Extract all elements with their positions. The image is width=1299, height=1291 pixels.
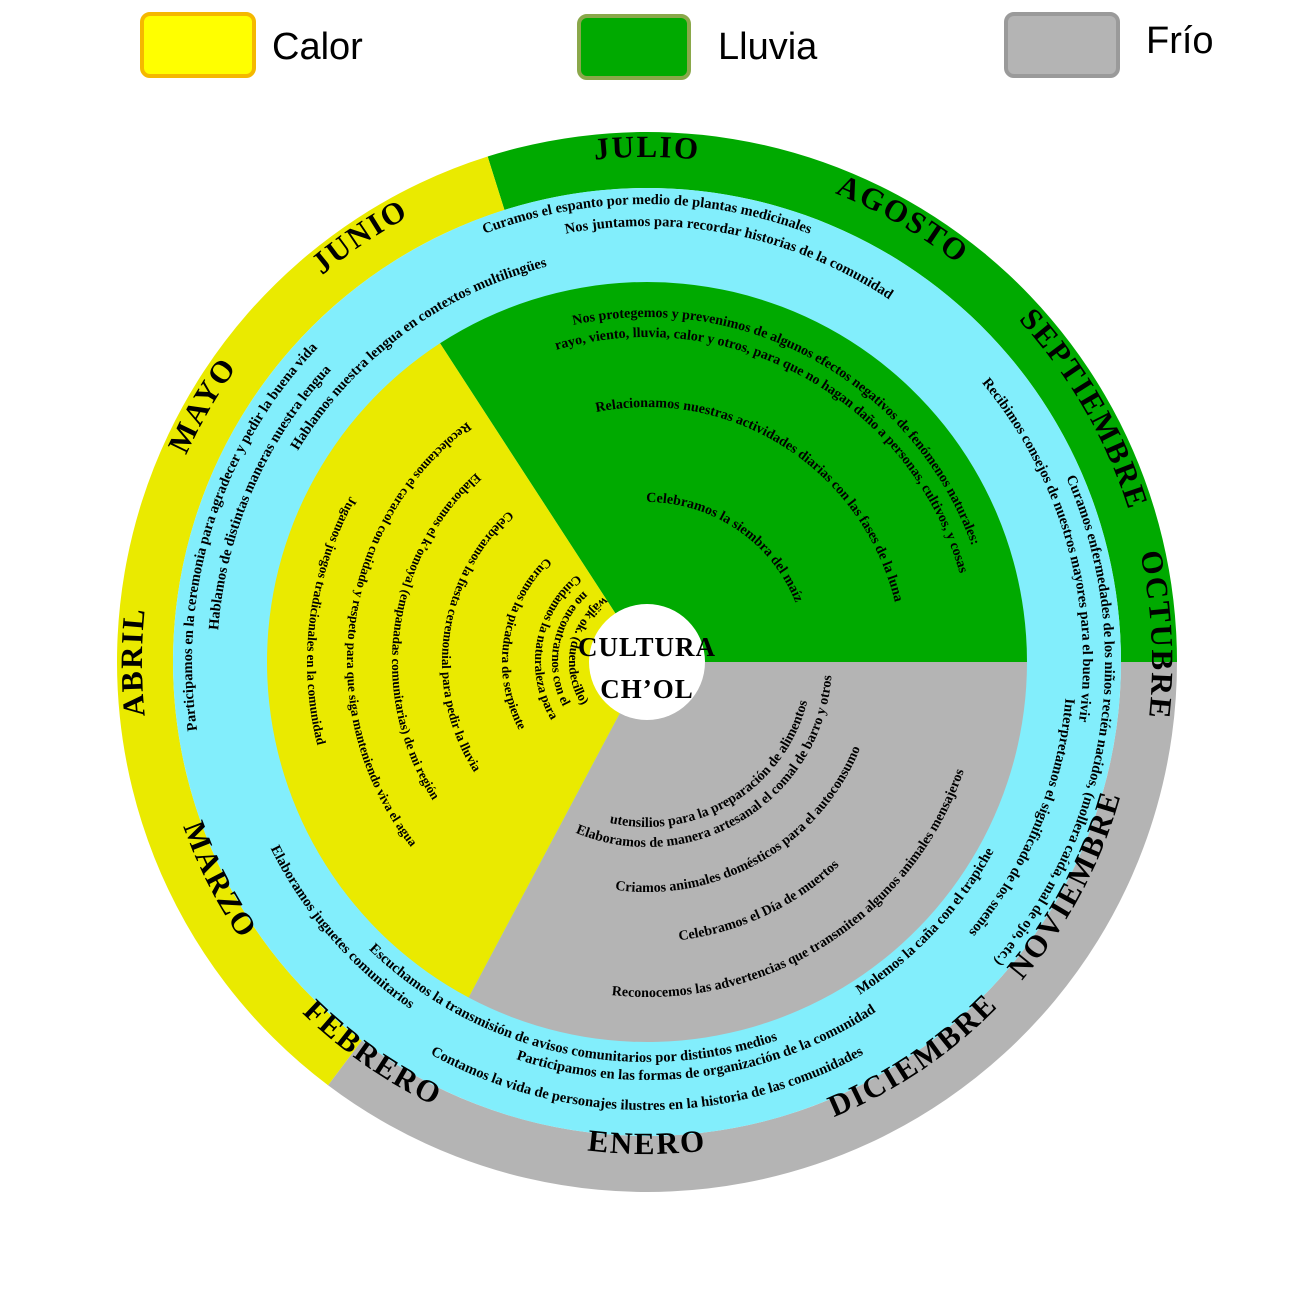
ring-sector-calor: [116, 156, 505, 1086]
month-label-julio: JULIO: [592, 129, 701, 167]
inner-wedge-lluvia: [440, 282, 1027, 662]
month-label-abril: ABRIL: [114, 606, 152, 719]
ring-sector-frio: [328, 662, 1177, 1193]
legend-swatch-frio: [1004, 12, 1120, 78]
ring-sector-lluvia: [487, 131, 1177, 662]
center-title-line1: CULTURA: [578, 632, 716, 662]
inner-wedge-calor: [266, 343, 647, 998]
month-label-enero: ENERO: [586, 1123, 707, 1161]
center-title-line2: CH’OL: [600, 674, 694, 704]
month-label-julio-path: JULIO: [592, 129, 699, 167]
legend-swatch-calor: [140, 12, 256, 78]
month-label-abril-path: ABRIL: [114, 606, 150, 719]
center-hub: [589, 604, 705, 720]
month-label-enero-path: ENERO: [586, 1123, 705, 1161]
legend-label-lluvia: Lluvia: [718, 26, 818, 68]
legend-swatch-lluvia: [577, 14, 691, 80]
inner-wedge-frio: [468, 662, 1027, 1043]
legend-label-frio: Frío: [1146, 20, 1214, 62]
legend-label-calor: Calor: [272, 26, 363, 68]
